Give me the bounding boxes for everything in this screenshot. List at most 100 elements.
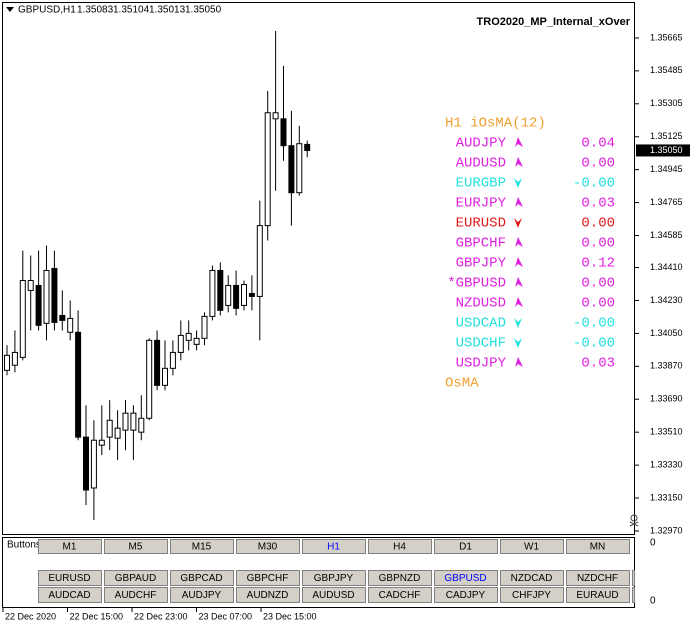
- indicator-footer: OsMA: [445, 376, 479, 392]
- button-label[interactable]: NZDCAD: [511, 573, 553, 584]
- button[interactable]: GBPCHF: [236, 570, 300, 586]
- button-label[interactable]: GBPAUD: [115, 573, 157, 584]
- button-label[interactable]: GBPUSD: [444, 573, 486, 584]
- button-face[interactable]: [104, 570, 168, 586]
- x-tick-label: 22 Dec 15:00: [70, 611, 124, 621]
- button-label[interactable]: M30: [258, 542, 278, 553]
- indicator-arrow: [515, 257, 523, 267]
- button-partial[interactable]: [632, 570, 635, 586]
- button-face[interactable]: [302, 539, 366, 554]
- button-label[interactable]: AUDJPY: [182, 590, 222, 601]
- button[interactable]: D1: [434, 539, 498, 554]
- button-label[interactable]: H4: [393, 542, 406, 553]
- chart-menu-icon[interactable]: [6, 7, 14, 12]
- button-label[interactable]: CADJPY: [446, 590, 486, 601]
- button-face[interactable]: [368, 539, 432, 554]
- button[interactable]: GBPNZD: [368, 570, 432, 586]
- button-label[interactable]: M5: [129, 542, 143, 553]
- indicator-value: -0.00: [573, 176, 615, 192]
- button-face[interactable]: [302, 587, 366, 603]
- indicator-value: 0.12: [581, 256, 615, 272]
- button[interactable]: M30: [236, 539, 300, 554]
- button-face[interactable]: [38, 570, 102, 586]
- button[interactable]: M1: [38, 539, 102, 554]
- button-face[interactable]: [302, 570, 366, 586]
- button[interactable]: AUDCAD: [38, 587, 102, 603]
- button[interactable]: GBPUSD: [434, 570, 498, 586]
- button[interactable]: CHFJPY: [500, 587, 564, 603]
- button[interactable]: AUDNZD: [236, 587, 300, 603]
- button[interactable]: GBPAUD: [104, 570, 168, 586]
- button-partial[interactable]: [632, 587, 635, 603]
- y-tick-label: 1.33330: [650, 459, 683, 469]
- y-tick-label: 1.33690: [650, 394, 683, 404]
- indicator-arrow: [515, 357, 523, 367]
- button-face[interactable]: [368, 587, 432, 603]
- button-label[interactable]: W1: [524, 542, 539, 553]
- button-label[interactable]: CHFJPY: [512, 590, 551, 601]
- button-face[interactable]: [170, 587, 234, 603]
- button-face[interactable]: [236, 570, 300, 586]
- button-face[interactable]: [500, 539, 564, 554]
- button-face[interactable]: [368, 570, 432, 586]
- button-face[interactable]: [566, 570, 630, 586]
- button[interactable]: H4: [368, 539, 432, 554]
- button[interactable]: M15: [170, 539, 234, 554]
- indicator-arrow: [515, 237, 523, 247]
- button[interactable]: EURAUD: [566, 587, 630, 603]
- button-face[interactable]: [104, 587, 168, 603]
- x-tick-label: 22 Dec 23:00: [134, 611, 188, 621]
- button-label[interactable]: GBPCHF: [247, 573, 289, 584]
- button[interactable]: EURUSD: [38, 570, 102, 586]
- button[interactable]: GBPCAD: [170, 570, 234, 586]
- button-face[interactable]: [500, 587, 564, 603]
- button-label[interactable]: H1: [327, 542, 340, 553]
- candle-body: [304, 143, 311, 151]
- button-face[interactable]: [434, 587, 498, 603]
- button[interactable]: H1: [302, 539, 366, 554]
- button-label[interactable]: AUDNZD: [247, 590, 289, 601]
- button-face[interactable]: [566, 539, 630, 554]
- button-face[interactable]: [236, 539, 300, 554]
- button[interactable]: AUDUSD: [302, 587, 366, 603]
- button-label[interactable]: D1: [459, 542, 472, 553]
- button[interactable]: MN: [566, 539, 630, 554]
- button[interactable]: W1: [500, 539, 564, 554]
- button[interactable]: NZDCHF: [566, 570, 630, 586]
- button-label[interactable]: AUDUSD: [312, 590, 354, 601]
- expert-icon: [629, 514, 639, 527]
- button[interactable]: NZDCAD: [500, 570, 564, 586]
- button-face[interactable]: [236, 587, 300, 603]
- button-label[interactable]: AUDCHF: [115, 590, 157, 601]
- button-face[interactable]: [566, 587, 630, 603]
- button[interactable]: CADJPY: [434, 587, 498, 603]
- candle-body: [35, 284, 42, 326]
- button[interactable]: GBPJPY: [302, 570, 366, 586]
- button-face[interactable]: [170, 539, 234, 554]
- button[interactable]: AUDJPY: [170, 587, 234, 603]
- candle-body: [122, 412, 129, 431]
- button-label[interactable]: MN: [590, 542, 606, 553]
- button[interactable]: M5: [104, 539, 168, 554]
- button-face[interactable]: [38, 539, 102, 554]
- indicator-symbol: USDCHF: [456, 336, 506, 352]
- button-label[interactable]: M1: [63, 542, 77, 553]
- button-label[interactable]: CADCHF: [379, 590, 421, 601]
- button-label[interactable]: NZDCHF: [577, 573, 618, 584]
- button-label[interactable]: GBPJPY: [314, 573, 354, 584]
- button-label[interactable]: GBPNZD: [379, 573, 421, 584]
- button-face[interactable]: [38, 587, 102, 603]
- button-label[interactable]: EURAUD: [576, 590, 618, 601]
- button-label[interactable]: EURUSD: [48, 573, 90, 584]
- button-face[interactable]: [104, 539, 168, 554]
- button-label[interactable]: GBPCAD: [180, 573, 222, 584]
- candle-body: [209, 269, 216, 317]
- button-label[interactable]: AUDCAD: [48, 590, 90, 601]
- button-face[interactable]: [170, 570, 234, 586]
- button-label[interactable]: M15: [192, 542, 212, 553]
- button-face[interactable]: [434, 539, 498, 554]
- button[interactable]: AUDCHF: [104, 587, 168, 603]
- button-face[interactable]: [434, 570, 498, 586]
- button[interactable]: CADCHF: [368, 587, 432, 603]
- button-face[interactable]: [500, 570, 564, 586]
